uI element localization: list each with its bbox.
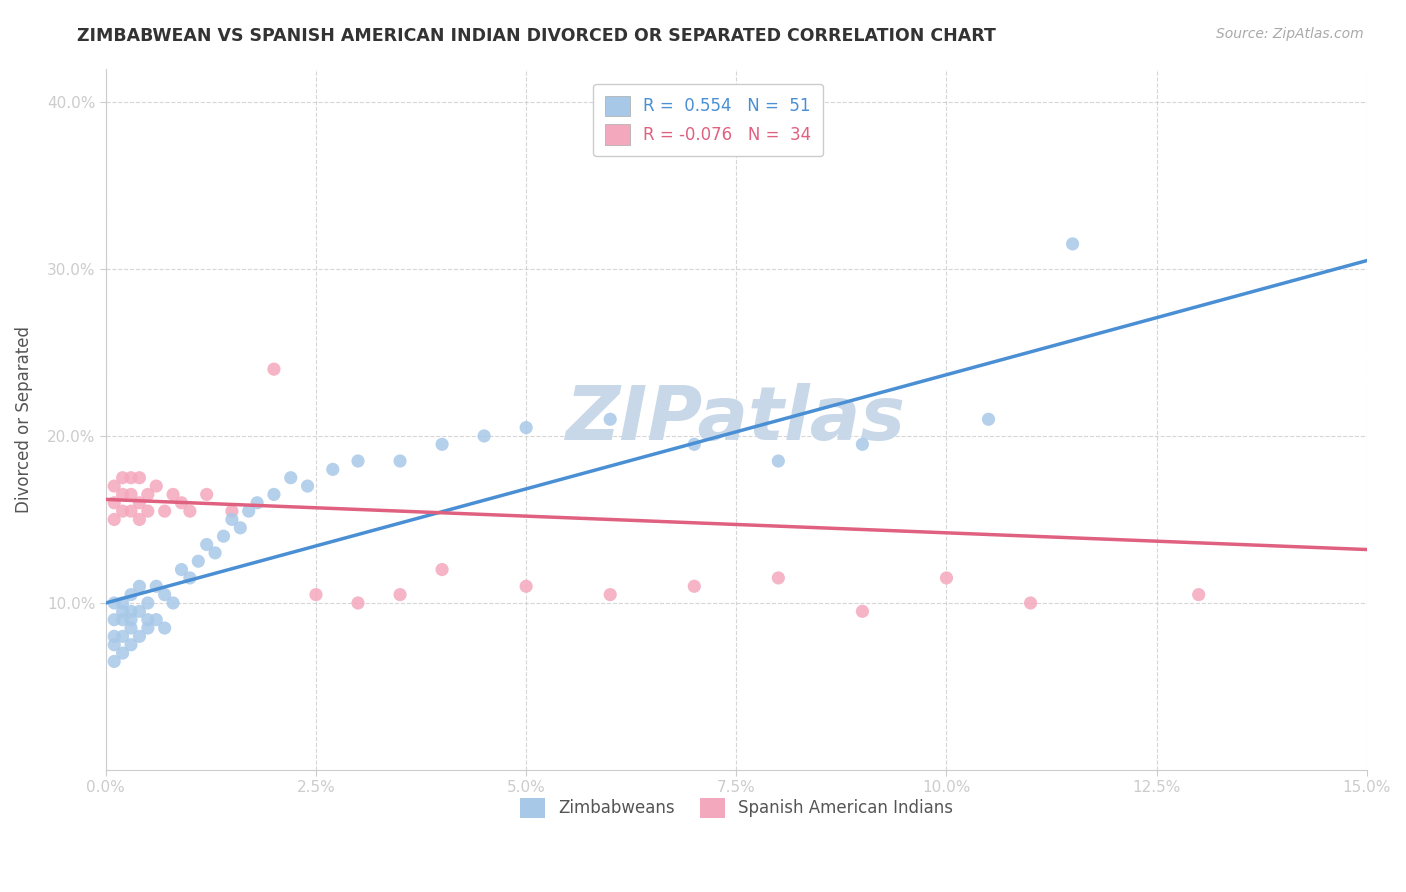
Point <box>128 471 150 485</box>
Text: ZIMBABWEAN VS SPANISH AMERICAN INDIAN DIVORCED OR SEPARATED CORRELATION CHART: ZIMBABWEAN VS SPANISH AMERICAN INDIAN DI… <box>77 27 997 45</box>
Point <box>128 604 150 618</box>
Point <box>103 496 125 510</box>
Point <box>128 629 150 643</box>
Point <box>179 571 201 585</box>
Point <box>153 621 176 635</box>
Legend: Zimbabweans, Spanish American Indians: Zimbabweans, Spanish American Indians <box>513 791 960 825</box>
Point <box>111 604 134 618</box>
Point <box>111 629 134 643</box>
Point <box>212 529 235 543</box>
Point <box>136 504 159 518</box>
Point <box>1062 236 1084 251</box>
Point <box>768 454 790 468</box>
Point <box>153 588 176 602</box>
Point <box>430 563 453 577</box>
Point <box>128 579 150 593</box>
Point <box>1188 588 1211 602</box>
Point <box>851 437 873 451</box>
Point <box>305 588 328 602</box>
Text: Source: ZipAtlas.com: Source: ZipAtlas.com <box>1216 27 1364 41</box>
Point <box>195 537 218 551</box>
Point <box>136 613 159 627</box>
Point <box>347 596 370 610</box>
Point <box>683 437 706 451</box>
Point <box>263 362 285 376</box>
Point <box>162 596 184 610</box>
Point <box>145 479 167 493</box>
Point <box>120 613 142 627</box>
Point <box>187 554 209 568</box>
Point <box>136 621 159 635</box>
Point <box>120 588 142 602</box>
Point <box>103 512 125 526</box>
Point <box>120 471 142 485</box>
Point <box>599 588 621 602</box>
Point <box>683 579 706 593</box>
Point <box>389 588 412 602</box>
Point <box>128 512 150 526</box>
Point <box>263 487 285 501</box>
Point <box>120 504 142 518</box>
Y-axis label: Divorced or Separated: Divorced or Separated <box>15 326 32 513</box>
Point <box>179 504 201 518</box>
Point <box>111 471 134 485</box>
Point <box>111 487 134 501</box>
Point <box>768 571 790 585</box>
Point <box>103 655 125 669</box>
Point <box>472 429 495 443</box>
Point <box>935 571 957 585</box>
Point <box>162 487 184 501</box>
Point <box>195 487 218 501</box>
Point <box>128 496 150 510</box>
Point <box>103 479 125 493</box>
Point <box>153 504 176 518</box>
Point <box>145 613 167 627</box>
Point <box>103 638 125 652</box>
Point <box>204 546 226 560</box>
Point <box>103 613 125 627</box>
Point <box>103 596 125 610</box>
Point <box>170 496 193 510</box>
Point <box>599 412 621 426</box>
Point <box>1019 596 1042 610</box>
Point <box>145 579 167 593</box>
Point <box>136 487 159 501</box>
Point <box>221 504 243 518</box>
Point <box>851 604 873 618</box>
Point <box>170 563 193 577</box>
Point <box>120 487 142 501</box>
Point <box>238 504 260 518</box>
Point <box>229 521 252 535</box>
Point <box>430 437 453 451</box>
Point <box>389 454 412 468</box>
Point <box>120 621 142 635</box>
Point <box>246 496 269 510</box>
Point <box>111 613 134 627</box>
Point <box>136 596 159 610</box>
Point <box>120 604 142 618</box>
Point <box>111 504 134 518</box>
Point <box>515 420 537 434</box>
Point <box>515 579 537 593</box>
Point <box>977 412 1000 426</box>
Point <box>111 596 134 610</box>
Point <box>322 462 344 476</box>
Text: ZIPatlas: ZIPatlas <box>567 383 907 456</box>
Point <box>297 479 319 493</box>
Point <box>120 638 142 652</box>
Point <box>103 629 125 643</box>
Point <box>347 454 370 468</box>
Point <box>111 646 134 660</box>
Point <box>280 471 302 485</box>
Point <box>221 512 243 526</box>
